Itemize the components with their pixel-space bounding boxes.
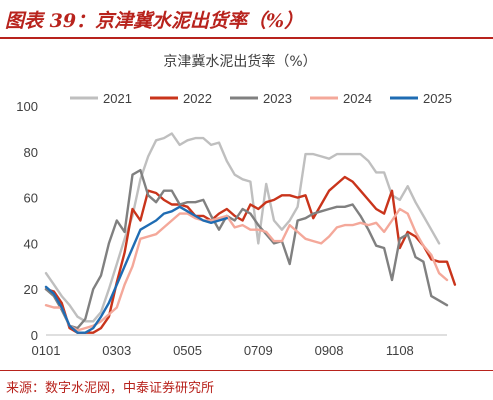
legend-label-2023: 2023 bbox=[263, 91, 292, 106]
legend-label-2025: 2025 bbox=[423, 91, 452, 106]
source-divider bbox=[0, 370, 493, 371]
series-layer bbox=[44, 132, 457, 334]
x-tick-label: 0101 bbox=[32, 343, 61, 358]
x-tick-label: 0303 bbox=[102, 343, 131, 358]
y-tick-label: 20 bbox=[24, 282, 38, 297]
legend-label-2021: 2021 bbox=[103, 91, 132, 106]
x-tick-label: 0709 bbox=[244, 343, 273, 358]
y-tick-label: 100 bbox=[16, 99, 38, 114]
series-line-2021 bbox=[44, 132, 441, 323]
legend-label-2022: 2022 bbox=[183, 91, 212, 106]
y-tick-label: 60 bbox=[24, 191, 38, 206]
caption-divider bbox=[0, 37, 493, 39]
legend-label-2024: 2024 bbox=[343, 91, 372, 106]
line-chart: 京津冀水泥出货率（%） 2021 2022 2023 2024 2025 0 20 40 60… bbox=[16, 53, 457, 358]
y-tick-label: 40 bbox=[24, 236, 38, 251]
y-tick-label: 0 bbox=[31, 328, 38, 343]
figure-caption: 图表 39：京津冀水泥出货率（%） bbox=[5, 10, 304, 32]
series-line-2022 bbox=[44, 175, 457, 334]
series-line-2024 bbox=[44, 207, 449, 332]
chart-title: 京津冀水泥出货率（%） bbox=[163, 53, 316, 70]
x-tick-label: 0908 bbox=[315, 343, 344, 358]
chart-legend: 2021 2022 2023 2024 2025 bbox=[70, 91, 452, 106]
x-tick-label: 1108 bbox=[386, 343, 414, 358]
source-note: 来源：数字水泥网，中泰证券研究所 bbox=[6, 381, 215, 396]
series-line-2023 bbox=[44, 168, 449, 330]
y-tick-label: 80 bbox=[24, 145, 38, 160]
chart-axes: 0 20 40 60 80 100 0101 0303 0505 0709 0908 1108 bbox=[16, 99, 447, 358]
x-tick-label: 0505 bbox=[173, 343, 202, 358]
series-line-2025 bbox=[44, 205, 228, 334]
